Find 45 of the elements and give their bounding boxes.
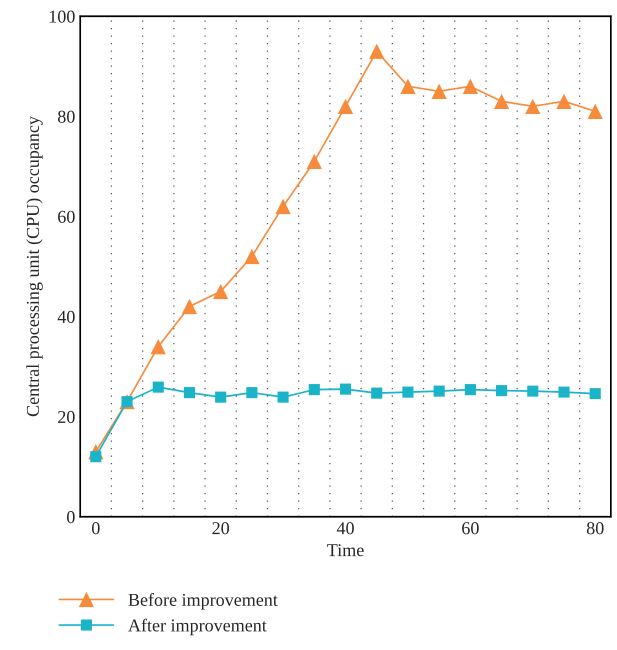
point	[215, 392, 226, 403]
point	[308, 384, 320, 396]
point	[184, 387, 196, 398]
x-tick-label: 80	[586, 522, 604, 534]
point	[558, 386, 570, 398]
legend-label: Before improvement	[128, 593, 278, 610]
point	[525, 98, 540, 114]
x-tick-label: 40	[336, 522, 354, 534]
x-tick-label: 0	[92, 522, 100, 534]
point	[278, 392, 289, 403]
point	[152, 382, 164, 393]
point	[246, 387, 258, 398]
point	[432, 84, 447, 99]
point	[371, 388, 382, 399]
point	[434, 386, 445, 397]
x-axis-title: Time	[327, 544, 364, 556]
point	[400, 78, 416, 94]
point	[590, 388, 601, 400]
y-tick-label: 20	[58, 410, 75, 424]
point	[527, 386, 538, 397]
y-tick-label: 100	[50, 10, 75, 23]
point	[588, 104, 603, 119]
x-tick-label: 60	[462, 522, 479, 534]
point	[338, 98, 354, 114]
point	[244, 248, 260, 264]
point	[150, 338, 166, 354]
point	[496, 385, 508, 396]
point	[275, 198, 291, 214]
y-tick-label: 40	[58, 310, 75, 323]
point	[402, 386, 414, 398]
y-axis-title: Central processing unit (CPU) occupancy	[26, 116, 43, 416]
point	[369, 44, 384, 59]
point	[556, 94, 572, 109]
point	[494, 94, 510, 109]
x-tick-label: 20	[212, 522, 230, 534]
point	[464, 384, 476, 396]
y-tick-label: 0	[67, 511, 75, 524]
point	[182, 298, 198, 314]
y-tick-label: 60	[58, 210, 75, 223]
point	[462, 78, 478, 94]
point	[306, 154, 322, 170]
legend-label: After improvement	[128, 618, 267, 636]
point	[340, 384, 352, 395]
point	[213, 284, 228, 300]
y-tick-label: 80	[58, 110, 75, 123]
